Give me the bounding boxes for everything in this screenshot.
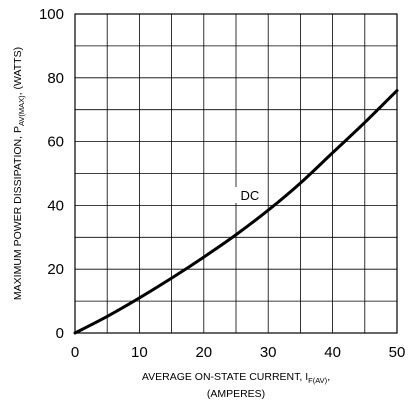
annotations: DC (234, 187, 265, 204)
x-tick-label: 40 (324, 344, 341, 361)
y-tick-label: 20 (47, 261, 64, 278)
x-tick-labels: 0 10 20 30 40 50 (71, 344, 406, 361)
plot-frame (74, 13, 398, 334)
grid-lines (75, 14, 397, 333)
y-tick-labels: 0 20 40 60 80 100 (39, 6, 64, 342)
series-label-dc: DC (240, 188, 259, 203)
annotation-background (234, 187, 265, 204)
x-tick-label: 30 (260, 344, 277, 361)
x-tick-label: 20 (195, 344, 212, 361)
x-tick-label: 50 (389, 344, 406, 361)
x-tick-label: 10 (131, 344, 148, 361)
series-line-dc (73, 89, 399, 335)
y-tick-label: 100 (39, 6, 64, 23)
y-tick-label: 0 (56, 325, 64, 342)
x-axis-label-line1: AVERAGE ON-STATE CURRENT, IF(AV), (142, 371, 330, 385)
y-tick-label: 80 (47, 70, 64, 87)
x-axis-label-line2: (AMPERES) (207, 388, 265, 400)
y-tick-label: 40 (47, 197, 64, 214)
y-tick-label: 60 (47, 134, 64, 151)
x-tick-label: 0 (71, 344, 79, 361)
y-axis-label: MAXIMUM POWER DISSIPATION, PAV(MAX), (WA… (12, 47, 26, 300)
series-layer (73, 89, 399, 335)
